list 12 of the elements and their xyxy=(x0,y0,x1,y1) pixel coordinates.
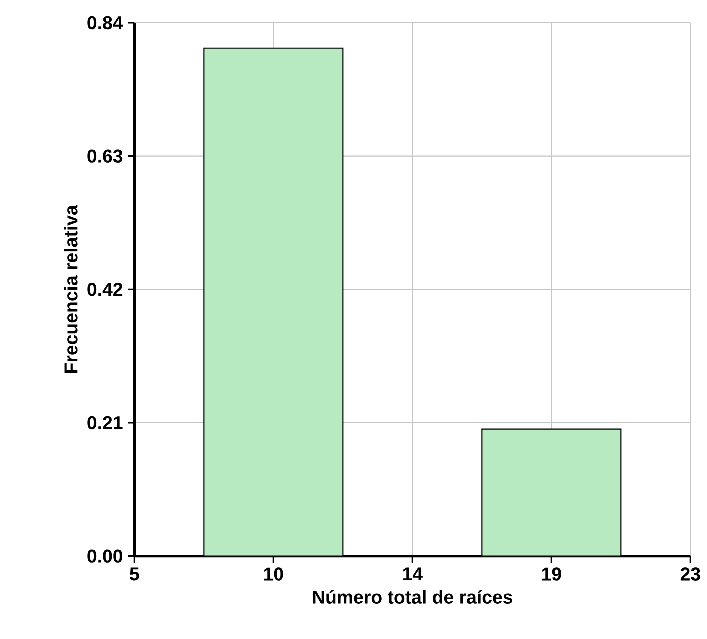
x-tick-label: 14 xyxy=(403,568,423,581)
y-axis-title: Frecuencia relativa xyxy=(64,205,78,373)
y-tick-label: 0.00 xyxy=(88,550,123,563)
x-tick-label: 10 xyxy=(264,568,284,581)
y-tick-label: 0.21 xyxy=(88,416,123,430)
y-tick-label: 0.42 xyxy=(88,283,123,296)
x-tick-label: 19 xyxy=(542,568,562,581)
y-tick-label: 0.63 xyxy=(88,150,123,163)
y-tick-label: 0.84 xyxy=(88,16,124,30)
x-tick-label: 23 xyxy=(680,568,700,581)
x-axis-title: Número total de raíces xyxy=(313,590,513,604)
x-tick-label: 5 xyxy=(130,568,140,581)
